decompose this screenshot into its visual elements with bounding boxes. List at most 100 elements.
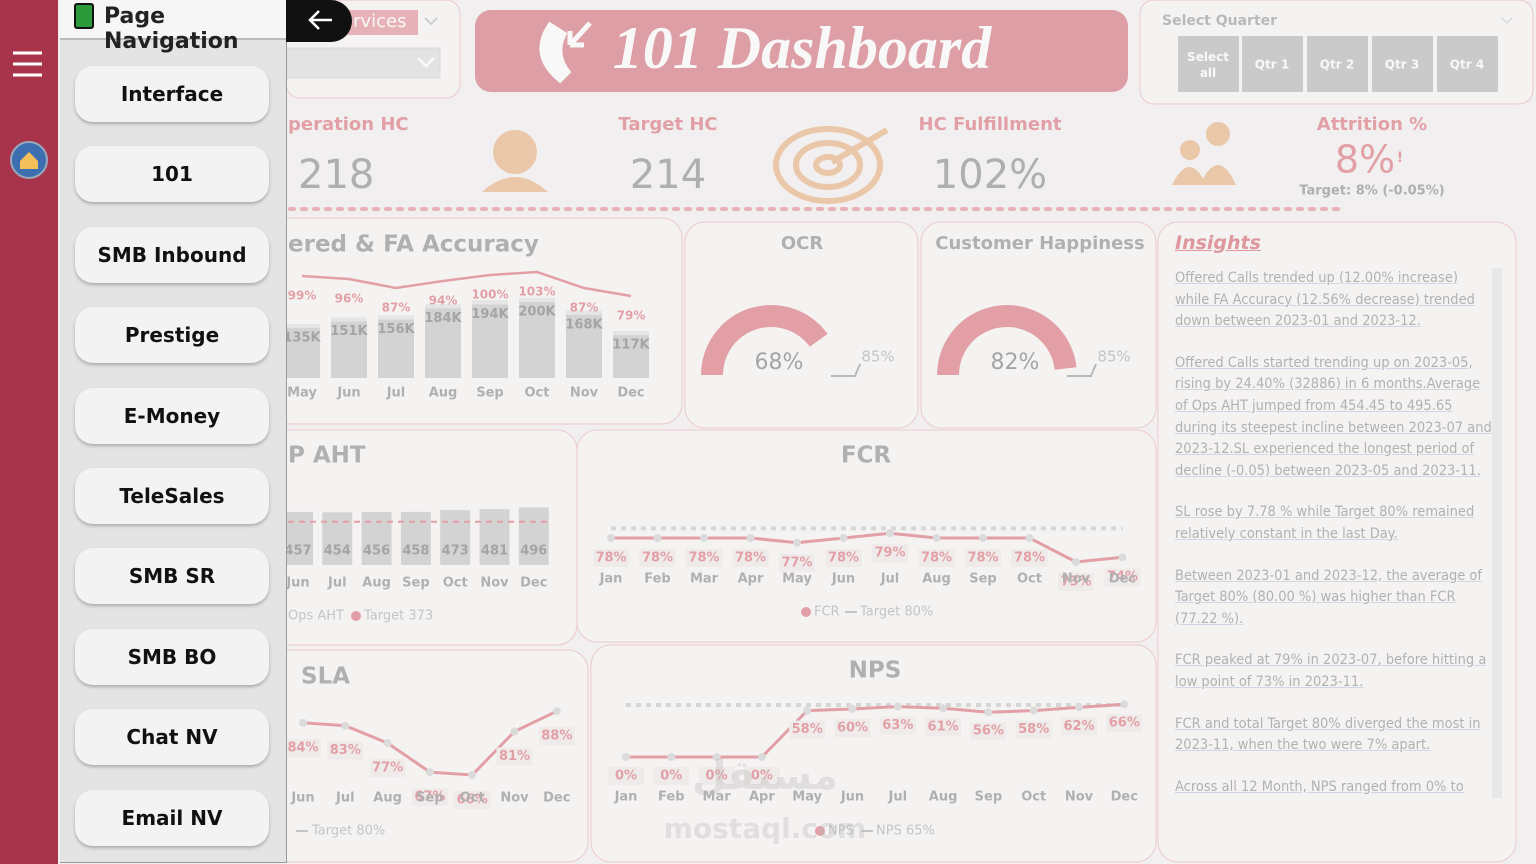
bar xyxy=(472,300,508,378)
nav-button[interactable]: Chat NV xyxy=(75,709,269,766)
scrollbar[interactable] xyxy=(1492,268,1502,798)
back-arrow xyxy=(308,10,332,30)
nav-button[interactable]: E-Money xyxy=(75,387,269,444)
watermark: mostaql.com xyxy=(664,812,867,845)
data-label: 66% xyxy=(1109,716,1140,731)
x-tick-label: Nov xyxy=(500,791,529,806)
legend-label: Target 80% xyxy=(859,605,933,620)
bar xyxy=(479,509,510,565)
x-tick-label: Feb xyxy=(658,790,684,805)
insight-paragraph: FCR peaked at 79% in 2023-07, before hit… xyxy=(1175,652,1487,690)
point xyxy=(607,534,615,542)
x-tick-label: Jun xyxy=(285,576,309,591)
gauge-arc xyxy=(937,304,1077,375)
data-label: 62% xyxy=(1063,719,1094,734)
book-icon xyxy=(74,3,94,29)
point xyxy=(1118,553,1127,562)
nav-button[interactable]: Prestige xyxy=(75,307,269,364)
label-bg xyxy=(593,549,629,567)
data-label: 77% xyxy=(781,555,812,570)
gauge-target-label: 85% xyxy=(1097,348,1130,366)
data-label: 184K xyxy=(424,311,462,326)
point xyxy=(939,704,948,713)
x-tick-label: Jul xyxy=(386,386,406,401)
services-dropdown[interactable] xyxy=(285,47,441,79)
x-tick-label: Jan xyxy=(599,572,623,587)
data-label: 78% xyxy=(595,551,626,566)
x-tick-label: Feb xyxy=(644,572,670,587)
kpi-value: 218 xyxy=(298,152,374,198)
x-tick-label: Apr xyxy=(738,572,764,587)
x-tick-label: Jul xyxy=(335,791,355,806)
x-tick-label: May xyxy=(792,790,822,805)
back-button[interactable] xyxy=(286,0,352,42)
label-bg xyxy=(454,791,491,809)
data-label: 79% xyxy=(874,546,905,561)
quarter-label: Select Quarter xyxy=(1162,13,1277,29)
insight-paragraph: FCR and total Target 80% diverged the mo… xyxy=(1175,715,1481,754)
label-bg xyxy=(925,718,962,737)
label-bg xyxy=(686,549,722,567)
x-tick-label: Dec xyxy=(617,386,644,401)
kpi-value: 8% xyxy=(1335,138,1395,182)
target-icon xyxy=(773,126,889,204)
quarter-button[interactable] xyxy=(1437,36,1498,92)
x-tick-label: Dec xyxy=(543,791,570,806)
bar xyxy=(440,510,471,565)
label-bg xyxy=(743,767,780,785)
label-bg xyxy=(1104,568,1141,587)
quarter-button-label: Qtr 2 xyxy=(1320,58,1354,72)
data-label: 456 xyxy=(363,544,390,559)
nav-button[interactable]: Email NV xyxy=(75,789,269,846)
data-label: 81% xyxy=(499,749,530,764)
x-tick-label: May xyxy=(287,386,317,401)
bar-cap xyxy=(519,298,555,302)
label-bg xyxy=(789,720,826,739)
dashboard-title: 101 Dashboard xyxy=(613,15,992,81)
quarter-button-label: Qtr 1 xyxy=(1255,58,1289,72)
quarter-button[interactable] xyxy=(1372,36,1433,92)
x-tick-label: Oct xyxy=(525,386,550,401)
data-label: 0% xyxy=(706,769,728,784)
gauge-target xyxy=(831,363,861,377)
data-label: 73% xyxy=(1060,575,1091,590)
quarter-button[interactable] xyxy=(1242,36,1303,92)
bar xyxy=(400,511,431,565)
data-label: 0% xyxy=(660,769,682,784)
x-tick-label: Sep xyxy=(975,790,1003,805)
quarter-button-label: Select all xyxy=(1187,50,1229,80)
label-bg xyxy=(698,767,735,785)
label-bg xyxy=(834,719,871,737)
data-label: 0% xyxy=(615,769,637,784)
gauge-target xyxy=(1067,363,1097,377)
quarter-button[interactable] xyxy=(1307,36,1368,92)
point xyxy=(622,753,630,761)
x-tick-label: Nov xyxy=(1065,790,1094,805)
kpi-label: Attrition % xyxy=(1317,114,1427,135)
point xyxy=(984,708,993,717)
legend-label: NPS 65% xyxy=(876,824,935,839)
point xyxy=(1072,558,1080,566)
kpi-note: Target: 8% (-0.05%) xyxy=(1299,184,1444,199)
insight-paragraph: Offered Calls started trending up on 202… xyxy=(1175,354,1492,479)
menu-icon[interactable] xyxy=(13,51,42,77)
nav-button[interactable]: SMB BO xyxy=(75,628,269,685)
x-tick-label: May xyxy=(782,572,812,587)
label-bg xyxy=(879,716,916,735)
x-tick-label: Oct xyxy=(1017,572,1042,587)
nav-button[interactable]: 101 xyxy=(75,146,269,203)
point xyxy=(299,718,307,727)
point xyxy=(746,534,755,542)
point xyxy=(848,705,857,713)
quarter-button[interactable] xyxy=(1178,36,1239,92)
label-bg xyxy=(1106,714,1143,733)
nav-button[interactable]: SMB Inbound xyxy=(75,226,269,283)
data-label: 83% xyxy=(330,743,361,758)
nav-button[interactable]: Interface xyxy=(75,66,269,122)
point xyxy=(932,534,941,542)
insights: Insights Offered Calls trended up (12.00… xyxy=(1160,224,1514,858)
nav-button[interactable]: TeleSales xyxy=(75,468,269,524)
insight-paragraph: Offered Calls trended up (12.00% increas… xyxy=(1175,270,1475,330)
nav-button[interactable]: SMB SR xyxy=(75,548,269,605)
